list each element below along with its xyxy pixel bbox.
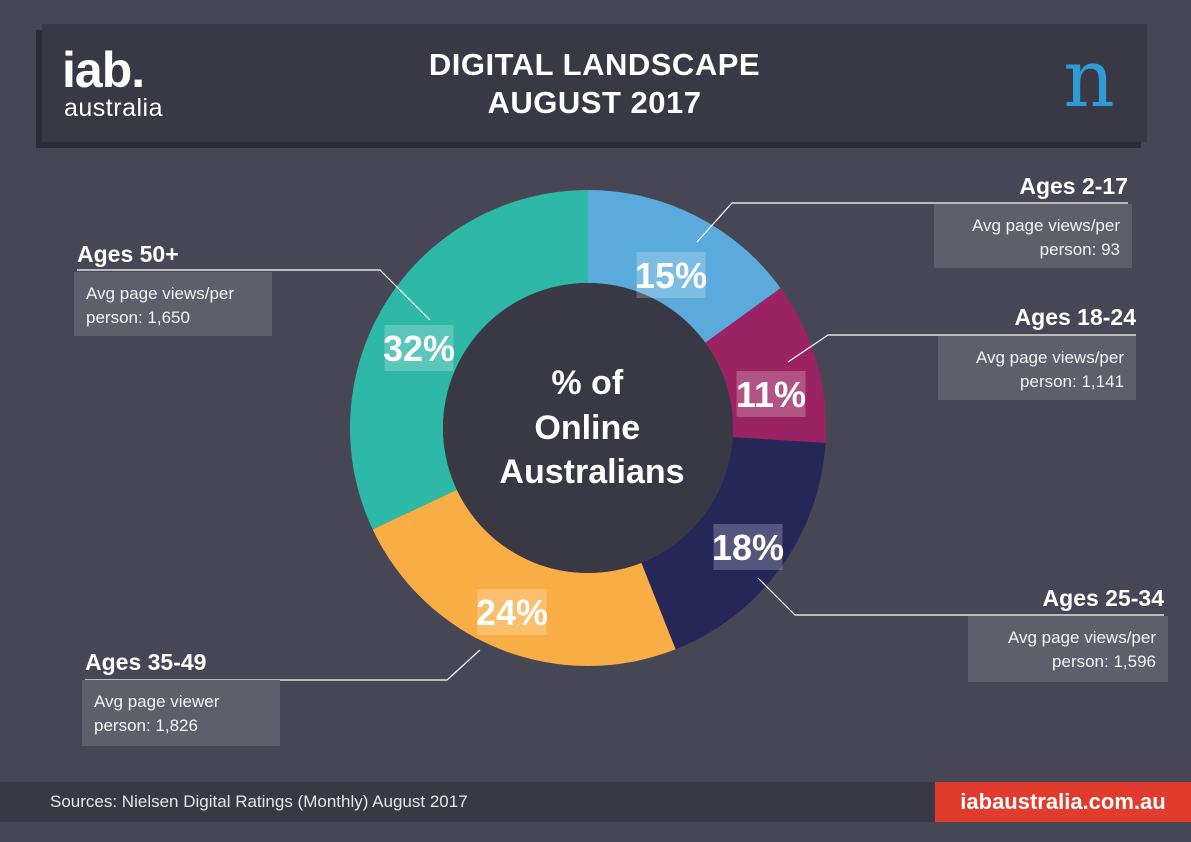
value-label-ages-18-24: 11%	[736, 374, 806, 415]
leader-line-ages-25-34	[757, 577, 1164, 616]
slice-ages-2-17	[588, 190, 781, 343]
info-line-1: Avg page views/per	[86, 284, 235, 303]
iab-australia-logo: iab. australia	[62, 42, 182, 128]
title-line-1: DIGITAL LANDSCAPE	[428, 47, 761, 82]
center-label: % of Online Australians	[499, 364, 684, 491]
center-label-line-2: Online	[534, 409, 640, 447]
age-label-ages-18-24: Ages 18-24	[1014, 304, 1136, 330]
nielsen-logo: n	[1063, 44, 1115, 120]
info-line-2: person: 1,650	[86, 308, 190, 327]
info-line-2: person: 1,141	[1020, 372, 1124, 391]
slice-ages-50	[350, 190, 588, 530]
value-label-bg-ages-35-49	[477, 589, 547, 635]
website-link[interactable]: iabaustralia.com.au	[935, 782, 1191, 822]
info-line-1: Avg page views/per	[975, 348, 1124, 367]
age-label-ages-2-17: Ages 2-17	[1019, 173, 1128, 199]
age-label-ages-50: Ages 50+	[77, 241, 179, 267]
value-label-bg-ages-18-24	[736, 371, 806, 417]
value-label-bg-ages-2-17	[636, 252, 706, 298]
info-box-ages-50: Avg page views/per person: 1,650	[74, 272, 272, 336]
info-box-ages-25-34: Avg page views/per person: 1,596	[968, 616, 1168, 682]
nielsen-logo-letter: n	[1063, 44, 1115, 120]
value-label-ages-25-34: 18%	[712, 527, 784, 568]
value-label-ages-50: 32%	[383, 328, 455, 369]
center-label-line-1: % of	[551, 364, 623, 402]
center-label-line-3: Australians	[499, 453, 684, 491]
source-note: Sources: Nielsen Digital Ratings (Monthl…	[50, 792, 468, 811]
info-line-2: person: 1,596	[1052, 652, 1156, 671]
slice-ages-18-24	[705, 288, 826, 443]
info-line-1: Avg page viewer	[94, 692, 220, 711]
value-label-ages-35-49: 24%	[476, 592, 548, 633]
title-line-2: AUGUST 2017	[487, 85, 702, 120]
slice-ages-35-49	[372, 489, 676, 666]
iab-logo-main: iab.	[62, 42, 145, 98]
slice-ages-25-34	[641, 437, 826, 650]
page-title: DIGITAL LANDSCAPE AUGUST 2017	[42, 46, 1147, 122]
info-line-2: person: 93	[1039, 240, 1120, 259]
info-box-ages-35-49: Avg page viewer person: 1,826	[82, 680, 280, 746]
info-line-1: Avg page views/per	[1007, 628, 1156, 647]
info-line-1: Avg page views/per	[971, 216, 1120, 235]
donut-hole	[443, 283, 733, 573]
value-label-ages-2-17: 15%	[635, 255, 707, 296]
iab-logo-sub: australia	[64, 94, 163, 122]
leader-line-ages-18-24	[787, 334, 1136, 363]
value-label-bg-ages-50	[384, 325, 454, 371]
age-label-ages-25-34: Ages 25-34	[1042, 585, 1164, 611]
header: iab. australia DIGITAL LANDSCAPE AUGUST …	[42, 24, 1147, 142]
leader-line-ages-2-17	[696, 202, 1128, 243]
info-line-2: person: 1,826	[94, 716, 198, 735]
info-box-ages-18-24: Avg page views/per person: 1,141	[938, 336, 1136, 400]
info-box-ages-2-17: Avg page views/per person: 93	[934, 204, 1132, 268]
age-label-ages-35-49: Ages 35-49	[85, 649, 207, 675]
leader-line-ages-50	[77, 269, 431, 321]
value-label-bg-ages-25-34	[713, 524, 783, 570]
footer: Sources: Nielsen Digital Ratings (Monthl…	[0, 782, 1191, 822]
